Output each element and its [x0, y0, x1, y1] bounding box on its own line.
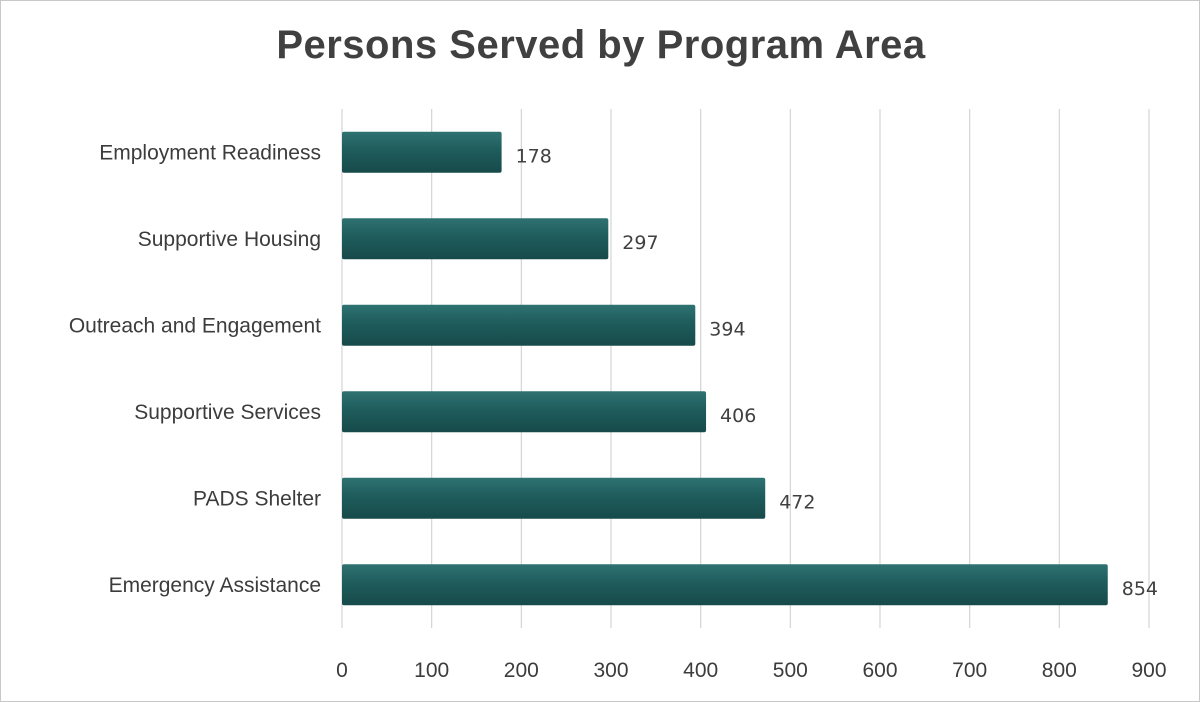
- data-label: 472: [779, 491, 815, 513]
- category-label: Employment Readiness: [99, 141, 321, 164]
- bars: [342, 131, 1108, 606]
- category-label: PADS Shelter: [193, 487, 321, 510]
- x-tick-label: 900: [1131, 659, 1166, 682]
- x-tick-label: 600: [862, 659, 897, 682]
- x-tick-label: 800: [1042, 659, 1077, 682]
- bar: [342, 304, 696, 346]
- data-label: 406: [720, 405, 756, 427]
- bar: [342, 391, 707, 433]
- bar: [342, 131, 502, 173]
- x-tick-label: 400: [683, 659, 718, 682]
- category-label: Supportive Services: [134, 401, 321, 424]
- x-tick-label: 700: [952, 659, 987, 682]
- data-label: 854: [1122, 578, 1158, 600]
- bar: [342, 218, 609, 260]
- data-label: 178: [516, 145, 552, 167]
- category-label: Supportive Housing: [138, 228, 321, 251]
- labels: 0 100 200 300 400 500 600 700 800 900 Employment R…: [69, 141, 1167, 682]
- x-tick-label: 0: [336, 659, 348, 682]
- x-tick-label: 500: [773, 659, 808, 682]
- x-tick-label: 100: [414, 659, 449, 682]
- bar: [342, 564, 1108, 606]
- category-label: Outreach and Engagement: [69, 314, 321, 337]
- category-label: Emergency Assistance: [109, 574, 321, 597]
- x-tick-label: 300: [593, 659, 628, 682]
- x-tick-label: 200: [504, 659, 539, 682]
- data-label: 394: [709, 318, 745, 340]
- gridlines: [341, 109, 1150, 628]
- chart-title: Persons Served by Program Area: [276, 23, 926, 67]
- bar: [342, 477, 766, 519]
- data-label: 297: [622, 232, 658, 254]
